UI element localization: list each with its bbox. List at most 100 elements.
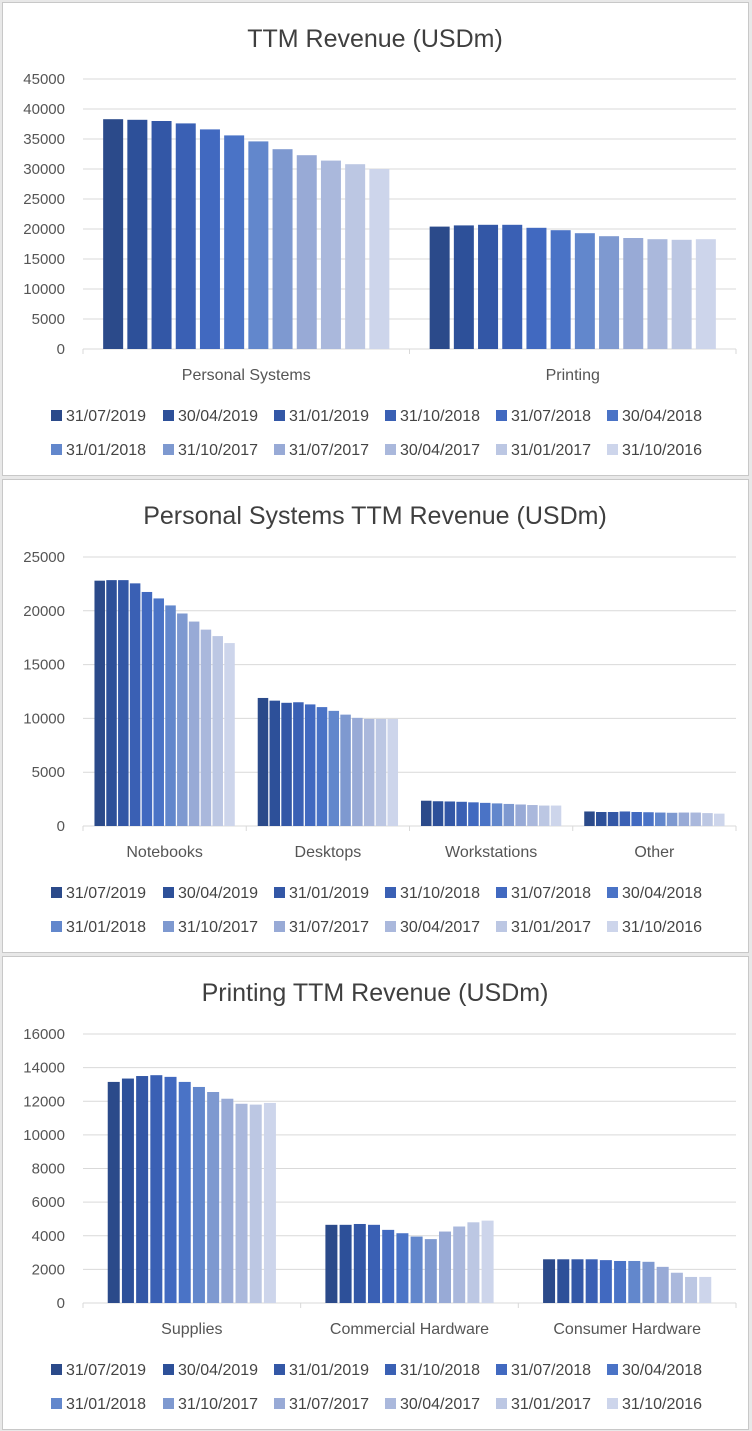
- bar-commercial-hardware-31-01-2017: [467, 1222, 480, 1303]
- chart-panel-ttm-revenue: TTM Revenue (USDm) 0 5000 10000 15000 20000 25…: [2, 2, 749, 476]
- legend-swatch: [385, 887, 396, 898]
- y-tick-label: 12000: [23, 1093, 65, 1110]
- legend-label: 31/10/2018: [400, 1362, 480, 1379]
- legend-swatch: [607, 921, 618, 932]
- y-tick-label: 30000: [23, 161, 65, 178]
- legend-label: 30/04/2017: [400, 919, 480, 936]
- bar-printing-31-10-2018: [502, 224, 523, 349]
- chart-title: Printing TTM Revenue (USDm): [202, 979, 549, 1007]
- bar-commercial-hardware-31-07-2018: [382, 1229, 395, 1303]
- category-label: Notebooks: [126, 844, 203, 861]
- bar-desktops-30-04-2019: [269, 700, 281, 826]
- bar-personal-systems-31-10-2018: [175, 123, 196, 350]
- y-tick-label: 14000: [23, 1060, 65, 1077]
- y-tick-label: 10000: [23, 1127, 65, 1144]
- legend-swatch: [496, 921, 507, 932]
- bar-workstations-31-01-2017: [538, 805, 550, 826]
- bar-printing-31-07-2017: [623, 238, 644, 349]
- bar-desktops-31-10-2018: [293, 702, 304, 826]
- legend-label: 31/10/2016: [622, 919, 702, 936]
- legend-swatch: [385, 1398, 396, 1409]
- legend-label: 31/07/2019: [66, 885, 146, 902]
- bar-notebooks-30-04-2019: [106, 580, 117, 826]
- bar-workstations-31-01-2019: [444, 801, 456, 826]
- legend-swatch: [385, 921, 396, 932]
- bar-personal-systems-30-04-2019: [127, 119, 148, 349]
- bar-other-31-07-2018: [631, 812, 642, 826]
- legend-swatch: [274, 887, 285, 898]
- legend-label: 30/04/2019: [178, 885, 258, 902]
- bar-commercial-hardware-31-07-2019: [325, 1224, 338, 1303]
- bar-desktops-31-07-2018: [304, 704, 316, 826]
- legend-label: 31/10/2017: [178, 442, 258, 459]
- bar-consumer-hardware-31-07-2018: [599, 1260, 612, 1303]
- bar-other-31-01-2018: [655, 812, 666, 826]
- y-tick-label: 0: [57, 818, 65, 835]
- bar-workstations-31-10-2016: [550, 805, 562, 826]
- legend-swatch: [607, 1398, 618, 1409]
- bar-printing-30-04-2019: [453, 225, 474, 349]
- bar-consumer-hardware-30-04-2017: [670, 1272, 683, 1303]
- bar-desktops-31-10-2017: [340, 714, 351, 826]
- y-tick-label: 40000: [23, 101, 65, 118]
- legend-swatch: [496, 1364, 507, 1375]
- bar-consumer-hardware-31-01-2017: [685, 1276, 698, 1303]
- legend-swatch: [51, 444, 62, 455]
- legend-label: 30/04/2019: [178, 408, 258, 425]
- category-label: Other: [634, 844, 675, 861]
- bar-other-31-10-2018: [619, 811, 631, 826]
- bar-printing-31-01-2017: [671, 239, 692, 349]
- y-tick-label: 35000: [23, 131, 65, 148]
- chart-panel-printing: Printing TTM Revenue (USDm) 0 2000 4000 6000…: [2, 956, 749, 1430]
- chart-panel-personal-systems: Personal Systems TTM Revenue (USDm) 0 5000…: [2, 479, 749, 953]
- y-tick-label: 15000: [23, 657, 65, 674]
- bar-workstations-31-10-2018: [456, 801, 467, 826]
- bar-personal-systems-31-07-2017: [296, 155, 317, 349]
- y-tick-label: 25000: [23, 549, 65, 566]
- bar-other-31-01-2017: [702, 813, 713, 826]
- bar-notebooks-31-01-2019: [118, 580, 129, 826]
- bar-commercial-hardware-30-04-2019: [339, 1224, 352, 1303]
- bar-other-30-04-2017: [690, 812, 701, 826]
- bar-personal-systems-31-07-2019: [103, 119, 124, 349]
- y-tick-label: 4000: [32, 1228, 65, 1245]
- legend-swatch: [51, 1398, 62, 1409]
- bar-notebooks-31-01-2017: [212, 636, 223, 826]
- bar-other-31-10-2017: [666, 812, 678, 826]
- legend-label: 31/01/2017: [511, 919, 591, 936]
- legend-label: 31/07/2017: [289, 1396, 369, 1413]
- y-tick-label: 15000: [23, 251, 65, 268]
- category-label: Desktops: [295, 844, 362, 861]
- bar-consumer-hardware-31-01-2018: [628, 1260, 641, 1303]
- y-tick-label: 5000: [32, 311, 65, 328]
- bar-supplies-31-10-2016: [263, 1102, 276, 1303]
- bar-personal-systems-31-10-2017: [272, 149, 293, 349]
- bar-supplies-31-07-2018: [164, 1076, 177, 1303]
- legend-swatch: [274, 921, 285, 932]
- legend-swatch: [274, 444, 285, 455]
- bar-desktops-31-07-2017: [352, 717, 363, 826]
- bar-printing-31-01-2019: [478, 224, 499, 349]
- bar-consumer-hardware-31-01-2019: [571, 1259, 584, 1303]
- y-tick-label: 20000: [23, 603, 65, 620]
- chart-printing-revenue: Printing TTM Revenue (USDm) 0 2000 4000 6000…: [23, 979, 737, 1413]
- category-label: Workstations: [445, 844, 537, 861]
- legend-swatch: [607, 444, 618, 455]
- legend-label: 30/04/2017: [400, 442, 480, 459]
- y-tick-label: 0: [57, 1295, 65, 1312]
- y-tick-label: 6000: [32, 1194, 65, 1211]
- legend-label: 31/07/2019: [66, 1362, 146, 1379]
- category-label: Commercial Hardware: [330, 1321, 489, 1338]
- bar-printing-31-10-2017: [599, 236, 620, 349]
- bar-other-30-04-2018: [643, 812, 654, 826]
- bar-notebooks-31-10-2018: [129, 583, 141, 826]
- bar-desktops-31-07-2019: [257, 697, 269, 826]
- chart-personal-systems-revenue: Personal Systems TTM Revenue (USDm) 0 5000…: [23, 502, 737, 936]
- legend-swatch: [496, 887, 507, 898]
- bar-consumer-hardware-31-10-2018: [585, 1259, 598, 1303]
- bar-supplies-31-07-2017: [221, 1098, 234, 1303]
- legend-label: 31/01/2017: [511, 442, 591, 459]
- bar-desktops-30-04-2017: [363, 718, 375, 826]
- y-tick-label: 16000: [23, 1026, 65, 1043]
- legend-label: 31/10/2017: [178, 919, 258, 936]
